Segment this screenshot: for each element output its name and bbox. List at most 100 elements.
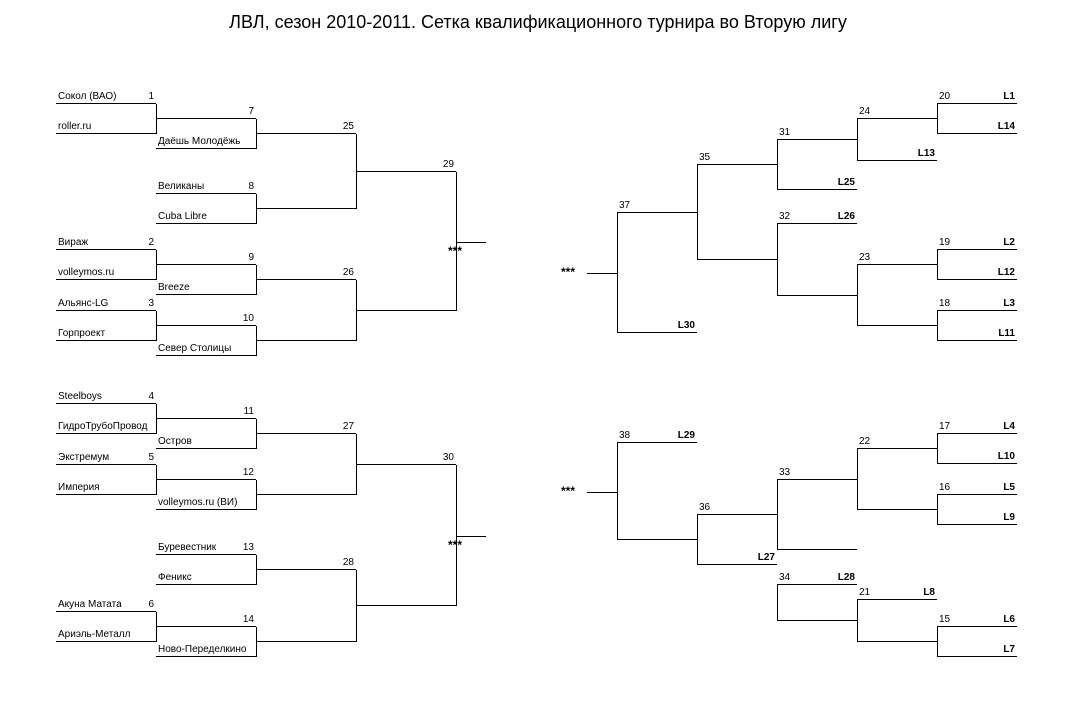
connector-vertical xyxy=(937,495,938,525)
match-number: 2 xyxy=(148,237,154,248)
match-slot: Феникс xyxy=(156,571,256,585)
loser-slot: L14 xyxy=(937,120,1017,134)
match-number: 12 xyxy=(243,467,254,478)
final-marker: *** xyxy=(561,484,575,498)
team-label: Cuba Libre xyxy=(158,211,207,222)
loser-slot: L28 34 xyxy=(777,571,857,585)
match-number: 34 xyxy=(779,572,790,583)
connector-horizontal xyxy=(587,492,617,493)
team-label: L12 xyxy=(998,267,1015,278)
match-slot: 26 xyxy=(256,266,356,280)
match-slot xyxy=(356,297,456,311)
match-number: 6 xyxy=(148,599,154,610)
connector-vertical xyxy=(937,250,938,280)
loser-slot: L2632 xyxy=(777,210,857,224)
match-slot: roller.ru xyxy=(56,120,156,134)
connector-vertical xyxy=(777,480,778,550)
team-label: L7 xyxy=(1003,644,1015,655)
match-slot: 11 xyxy=(156,405,256,419)
team-label: L4 xyxy=(1003,421,1015,432)
team-label: L29 xyxy=(678,430,695,441)
loser-slot: 24 xyxy=(857,105,937,119)
connector-vertical xyxy=(697,165,698,260)
team-label: volleymos.ru xyxy=(58,267,114,278)
match-number: 10 xyxy=(243,313,254,324)
loser-slot: 35 xyxy=(697,151,777,165)
loser-slot: L821 xyxy=(857,586,937,600)
team-label: Буревестник xyxy=(158,542,216,553)
team-label: Сокол (ВАО) xyxy=(58,91,116,102)
connector-vertical xyxy=(937,311,938,341)
match-slot xyxy=(256,195,356,209)
loser-slot: L5 16 xyxy=(937,481,1017,495)
loser-slot: 31 xyxy=(777,126,857,140)
match-number: 30 xyxy=(443,452,454,463)
match-slot: Экстремум5 xyxy=(56,451,156,465)
team-label: L5 xyxy=(1003,482,1015,493)
match-number: 37 xyxy=(619,200,630,211)
connector-vertical xyxy=(857,600,858,642)
match-slot: Север Столицы xyxy=(156,342,256,356)
match-number: 7 xyxy=(248,106,254,117)
match-number: 14 xyxy=(243,614,254,625)
final-marker: *** xyxy=(561,265,575,279)
connector-vertical xyxy=(857,265,858,326)
match-slot: 7 xyxy=(156,105,256,119)
team-label: L9 xyxy=(1003,512,1015,523)
team-label: L26 xyxy=(838,211,855,222)
match-slot: Остров xyxy=(156,435,256,449)
team-label: Горпроект xyxy=(58,328,105,339)
match-number: 18 xyxy=(939,298,950,309)
connector-vertical xyxy=(617,443,618,540)
match-number: 13 xyxy=(243,542,254,553)
connector-horizontal xyxy=(456,242,486,243)
connector-vertical xyxy=(777,224,778,296)
loser-slot xyxy=(777,607,857,621)
connector-vertical xyxy=(697,515,698,565)
match-number: 11 xyxy=(244,406,254,417)
team-label: Акуна Матата xyxy=(58,599,122,610)
match-slot: Вираж 2 xyxy=(56,236,156,250)
loser-slot: L2938 xyxy=(617,429,697,443)
team-label: Steelboys xyxy=(58,391,102,402)
loser-slot: L120 xyxy=(937,90,1017,104)
match-number: 22 xyxy=(859,436,870,447)
match-number: 24 xyxy=(859,106,870,117)
team-label: L27 xyxy=(758,552,775,563)
connector-vertical xyxy=(857,119,858,161)
loser-slot xyxy=(617,526,697,540)
loser-slot: L11 xyxy=(937,327,1017,341)
match-number: 16 xyxy=(939,482,950,493)
match-number: 29 xyxy=(443,159,454,170)
match-slot: volleymos.ru xyxy=(56,266,156,280)
loser-slot: L219 xyxy=(937,236,1017,250)
match-slot: Сокол (ВАО)1 xyxy=(56,90,156,104)
loser-slot: L9 xyxy=(937,511,1017,525)
team-label: Вираж xyxy=(58,237,88,248)
team-label: L28 xyxy=(838,572,855,583)
loser-slot xyxy=(857,312,937,326)
match-number: 33 xyxy=(779,467,790,478)
match-slot: 29 xyxy=(356,158,456,172)
match-slot xyxy=(356,592,456,606)
match-number: 21 xyxy=(859,587,870,598)
match-slot xyxy=(256,327,356,341)
connector-vertical xyxy=(617,213,618,333)
connector-vertical xyxy=(937,627,938,657)
match-number: 25 xyxy=(343,121,354,132)
match-slot: 12 xyxy=(156,466,256,480)
match-slot: Даёшь Молодёжь xyxy=(156,135,256,149)
match-slot: 25 xyxy=(256,120,356,134)
match-number: 4 xyxy=(148,391,154,402)
team-label: L11 xyxy=(998,328,1015,339)
team-label: L3 xyxy=(1003,298,1015,309)
loser-slot: 33 xyxy=(777,466,857,480)
loser-slot: L12 xyxy=(937,266,1017,280)
team-label: L2 xyxy=(1003,237,1015,248)
match-slot: Буревестник 13 xyxy=(156,541,256,555)
match-number: 26 xyxy=(343,267,354,278)
match-number: 27 xyxy=(343,421,354,432)
team-label: Великаны xyxy=(158,181,204,192)
match-number: 5 xyxy=(148,452,154,463)
match-slot: Ново-Переделкино xyxy=(156,643,256,657)
